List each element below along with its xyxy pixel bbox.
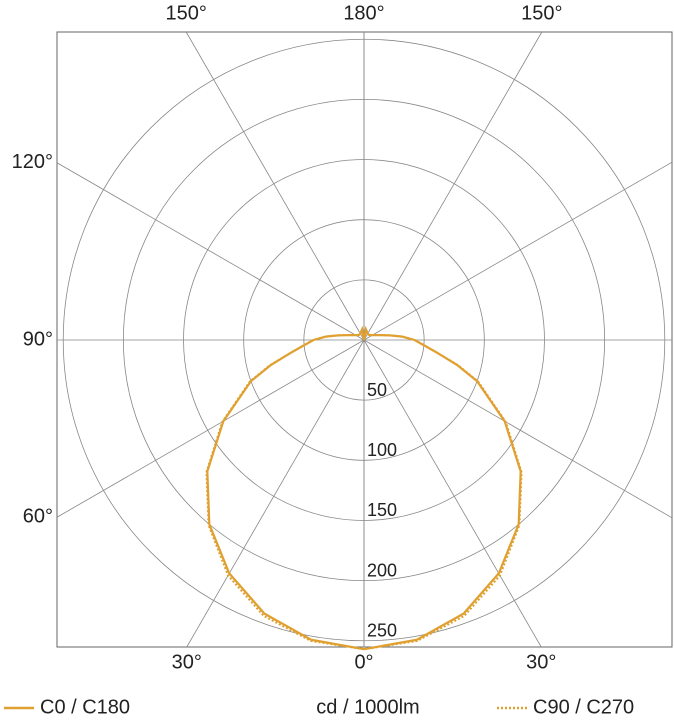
ring-label: 200 bbox=[367, 560, 397, 580]
ring-label: 50 bbox=[367, 380, 387, 400]
angle-label: 150° bbox=[165, 2, 206, 24]
angle-label: 150° bbox=[521, 2, 562, 24]
plot-frame bbox=[56, 31, 673, 648]
intensity-curve bbox=[206, 325, 366, 651]
spoke-grid bbox=[186, 339, 365, 648]
angle-label: 90° bbox=[23, 328, 53, 350]
ring-label: 250 bbox=[367, 621, 397, 641]
legend-label: C90 / C270 bbox=[533, 696, 634, 718]
angle-label: 60° bbox=[23, 506, 53, 528]
intensity-curve bbox=[362, 325, 522, 651]
spoke-grid bbox=[363, 339, 673, 519]
spoke-grid bbox=[185, 31, 365, 341]
unit-label: cd / 1000lm bbox=[316, 696, 419, 718]
ring-label: 150 bbox=[367, 500, 397, 520]
angle-label: 120° bbox=[12, 151, 53, 173]
spoke-grid bbox=[56, 339, 365, 518]
spoke-grid bbox=[363, 161, 673, 341]
intensity-curve bbox=[205, 325, 365, 651]
intensity-curve bbox=[363, 325, 523, 651]
angle-label: 30° bbox=[526, 651, 556, 673]
spoke-grid bbox=[363, 31, 543, 341]
legend-label: C0 / C180 bbox=[40, 696, 130, 718]
angle-label: 30° bbox=[172, 651, 202, 673]
angle-label: 180° bbox=[343, 2, 384, 24]
spoke-grid bbox=[56, 162, 365, 341]
ring-label: 100 bbox=[367, 440, 397, 460]
spoke-grid bbox=[363, 339, 542, 648]
angle-label: 0° bbox=[354, 651, 373, 673]
